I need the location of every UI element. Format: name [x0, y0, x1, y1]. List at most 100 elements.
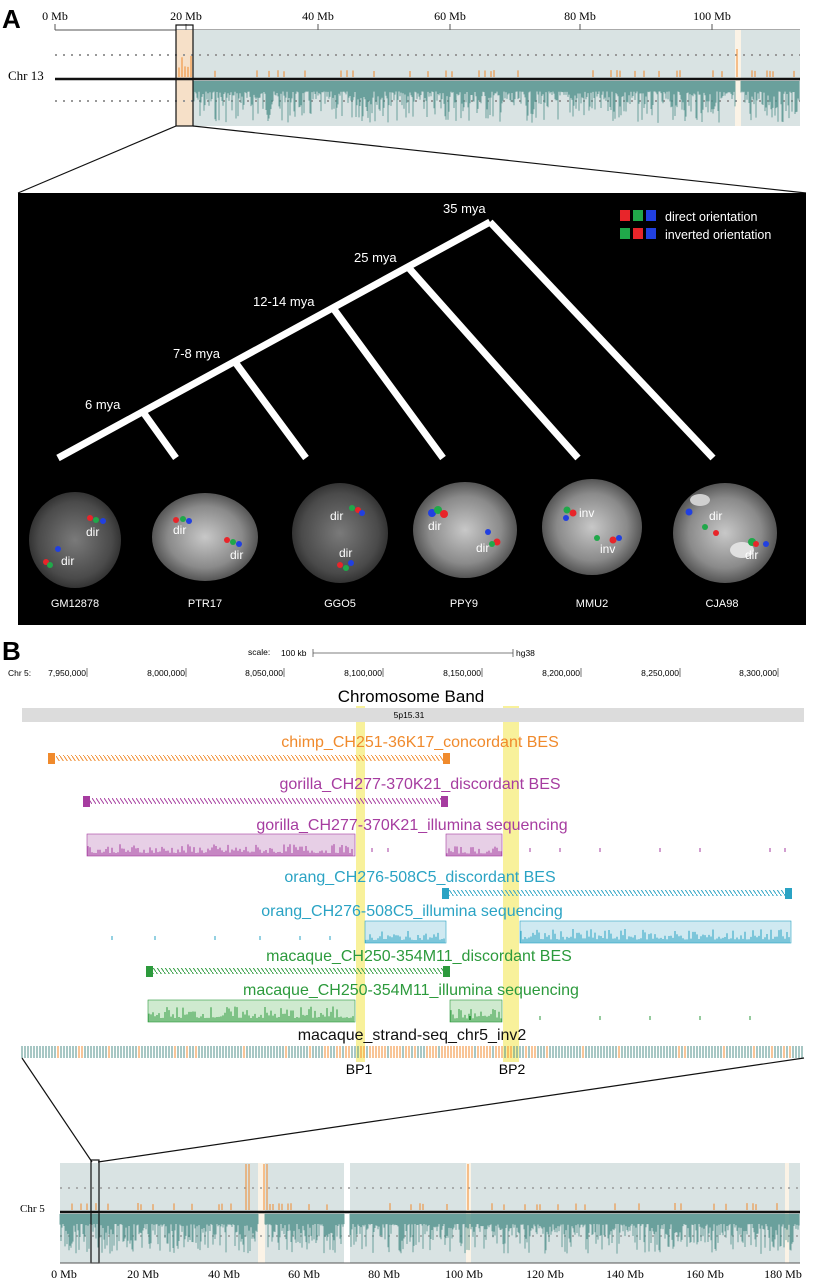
gm12878-mark-1: dir	[86, 525, 99, 539]
legend-direct: direct orientation	[665, 210, 757, 224]
chr13-tick-60: 60 Mb	[434, 9, 466, 23]
track-macaque-illumina-label: macaque_CH250-354M11_illumina sequencing	[243, 982, 579, 999]
ppy9-mark-1: dir	[428, 519, 441, 533]
legend-swatch-green-2	[620, 228, 630, 239]
node-7-8mya: 7-8 mya	[173, 346, 221, 361]
chr13-axis: 0 Mb 20 Mb 40 Mb 60 Mb 80 Mb 100 Mb	[42, 9, 800, 31]
chr5-teal-signal	[59, 1214, 800, 1254]
zoom-line-b-right	[97, 1057, 805, 1163]
gm12878-label: GM12878	[51, 598, 99, 610]
coord-7950000: 7,950,000	[48, 668, 86, 678]
strand-seq-reads	[21, 1046, 803, 1058]
chr5-orange-signal	[71, 1164, 778, 1210]
chr13-label: Chr 13	[8, 68, 44, 83]
cja98-label: CJA98	[705, 598, 738, 610]
gorilla-illumina-block-1	[86, 833, 356, 857]
chr5-coord-prefix: Chr 5:	[8, 668, 31, 678]
orientation-legend: direct orientation inverted orientation	[620, 210, 771, 242]
legend-swatch-green	[633, 210, 643, 221]
legend-swatch-blue	[646, 210, 656, 221]
phylogenetic-tree	[56, 218, 716, 462]
chr5-tick-80: 80 Mb	[368, 1267, 400, 1280]
chr5-label: Chr 5	[20, 1203, 45, 1215]
chr5-tick-140: 140 Mb	[606, 1267, 644, 1280]
track-strand-seq-label: macaque_strand-seq_chr5_inv2	[298, 1027, 527, 1044]
ucsc-coordinate-ruler: Chr 5: 7,950,000 8,000,000 8,050,000 8,1…	[8, 668, 779, 678]
nucleus-ptr17: dir dir	[152, 493, 258, 581]
chr5-tick-60: 60 Mb	[288, 1267, 320, 1280]
nucleus-cja98: dir dir	[673, 483, 777, 583]
ppy9-mark-2: dir	[476, 541, 489, 555]
band-name: 5p15.31	[394, 710, 425, 720]
panel-a-label: A	[2, 4, 21, 34]
chromosome-band-title: Chromosome Band	[338, 687, 484, 706]
legend-swatch-red-2	[633, 228, 643, 239]
bp1-label: BP1	[346, 1061, 373, 1077]
coord-8150000: 8,150,000	[443, 668, 481, 678]
gorilla-illumina-coverage	[87, 844, 786, 856]
ptr17-label: PTR17	[188, 598, 222, 610]
coord-8250000: 8,250,000	[641, 668, 679, 678]
node-12-14mya: 12-14 mya	[253, 294, 315, 309]
chr5-tick-20: 20 Mb	[127, 1267, 159, 1280]
cja98-mark-1: dir	[709, 509, 722, 523]
chr13-teal-signal	[192, 81, 800, 123]
nucleus-ggo5: dir dir	[292, 483, 388, 583]
ptr17-mark-2: dir	[230, 548, 243, 562]
chr5-tick-120: 120 Mb	[526, 1267, 564, 1280]
mmu2-mark-1: inv	[579, 506, 594, 520]
chr5-axis: 0 Mb 20 Mb 40 Mb 60 Mb 80 Mb 100 Mb 120 …	[51, 1262, 802, 1280]
track-orang-discordant-label: orang_CH276-508C5_discordant BES	[284, 869, 555, 886]
orang-illumina-coverage	[111, 929, 790, 943]
track-orang-illumina-label: orang_CH276-508C5_illumina sequencing	[261, 903, 563, 920]
ggo5-mark-1: dir	[330, 509, 343, 523]
coord-8050000: 8,050,000	[245, 668, 283, 678]
orang-bes-feature	[442, 888, 792, 899]
chr5-tick-160: 160 Mb	[686, 1267, 724, 1280]
track-gorilla-illumina-label: gorilla_CH277-370K21_illumina sequencing	[256, 817, 567, 834]
node-35mya: 35 mya	[443, 201, 486, 216]
nucleus-gm12878: dir dir	[29, 492, 121, 588]
node-6mya: 6 mya	[85, 397, 121, 412]
chr13-tick-20: 20 Mb	[170, 9, 202, 23]
node-25mya: 25 mya	[354, 250, 397, 265]
gm12878-mark-2: dir	[61, 554, 74, 568]
ucsc-scale-bar: scale: 100 kb hg38	[248, 647, 535, 658]
scale-value: 100 kb	[281, 648, 307, 658]
chr5-tick-100: 100 Mb	[445, 1267, 483, 1280]
ggo5-label: GGO5	[324, 598, 356, 610]
chromosome-band-bar	[22, 708, 804, 722]
chr13-tick-80: 80 Mb	[564, 9, 596, 23]
chr5-tick-40: 40 Mb	[208, 1267, 240, 1280]
macaque-illumina-coverage	[148, 1006, 751, 1022]
bp1-highlight	[356, 706, 365, 1062]
gorilla-bes-feature	[83, 796, 448, 807]
chr13-tick-100: 100 Mb	[693, 9, 731, 23]
mmu2-mark-2: inv	[600, 542, 615, 556]
legend-swatch-red	[620, 210, 630, 221]
chr13-tick-40: 40 Mb	[302, 9, 334, 23]
coord-8000000: 8,000,000	[147, 668, 185, 678]
coord-8300000: 8,300,000	[739, 668, 777, 678]
legend-inverted: inverted orientation	[665, 228, 771, 242]
zoom-line-left	[17, 125, 177, 194]
chr5-tick-0: 0 Mb	[51, 1267, 77, 1280]
chr13-zoom-box	[175, 24, 194, 127]
track-chimp-concordant-label: chimp_CH251-36K17_concordant BES	[281, 734, 559, 751]
zoom-line-right	[192, 125, 807, 194]
scale-label: scale:	[248, 647, 270, 657]
panel-b-label: B	[2, 636, 21, 666]
chr5-tick-180: 180 Mb	[764, 1267, 802, 1280]
nucleus-ppy9: dir dir	[413, 482, 517, 578]
cja98-mark-2: dir	[745, 548, 758, 562]
chimp-bes-feature	[48, 753, 450, 764]
chr13-tick-0: 0 Mb	[42, 9, 68, 23]
nucleus-mmu2: inv inv	[542, 479, 642, 575]
coord-8100000: 8,100,000	[344, 668, 382, 678]
ppy9-label: PPY9	[450, 598, 478, 610]
assembly-label: hg38	[516, 648, 535, 658]
macaque-illumina-block-2	[449, 999, 503, 1023]
coord-8200000: 8,200,000	[542, 668, 580, 678]
mmu2-label: MMU2	[576, 598, 608, 610]
